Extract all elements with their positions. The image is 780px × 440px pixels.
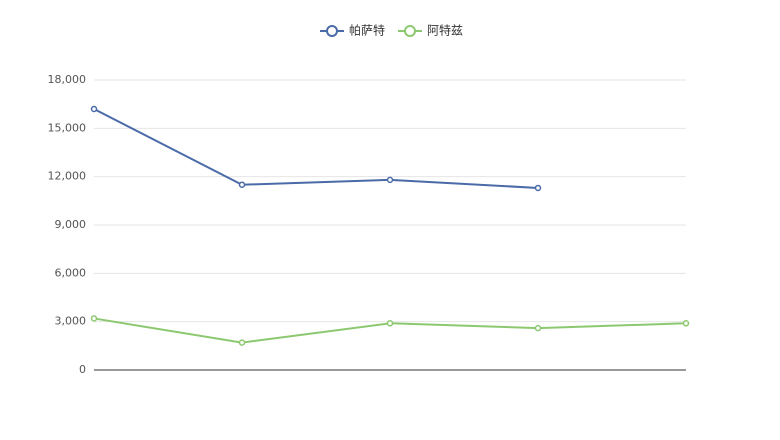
y-tick-label: 0 [79, 363, 86, 376]
y-tick-label: 3,000 [55, 315, 87, 328]
data-point [238, 339, 246, 346]
legend: 帕萨特 阿特兹 [320, 23, 463, 38]
data-point [534, 184, 542, 192]
y-tick-label: 9,000 [55, 218, 87, 231]
legend-label: 帕萨特 [349, 23, 385, 38]
series-line [93, 108, 539, 189]
data-point [90, 315, 98, 322]
legend-label: 阿特兹 [427, 23, 463, 38]
y-tick-label: 15,000 [48, 121, 87, 134]
data-point [238, 181, 246, 188]
legend-marker [404, 25, 416, 37]
legend-marker [326, 25, 338, 37]
data-point [386, 320, 394, 327]
y-tick-label: 12,000 [48, 170, 87, 183]
y-tick-label: 6,000 [55, 266, 87, 279]
data-point [90, 105, 98, 113]
data-point [386, 176, 394, 184]
data-point [682, 320, 690, 327]
y-tick-label: 18,000 [48, 73, 87, 86]
data-point [534, 324, 542, 332]
